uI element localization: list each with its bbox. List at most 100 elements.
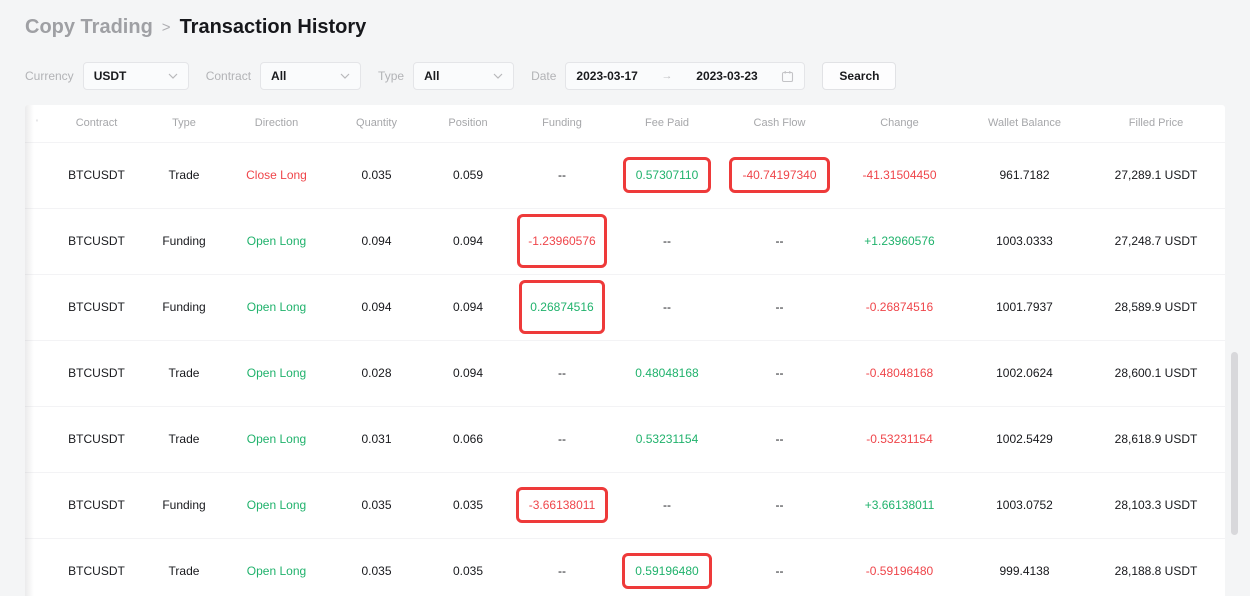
table-row: BTCUSDT Trade Open Long 0.035 0.035 -- 0.59196… — [25, 538, 1225, 596]
position-value: 0.094 — [452, 300, 484, 314]
type-value: Trade — [168, 366, 200, 380]
fee-paid-value-highlighted: 0.57307110 — [622, 157, 712, 193]
contract-select[interactable]: All — [260, 62, 362, 90]
col-quantity: Quantity — [356, 117, 397, 130]
cell-corner — [25, 208, 49, 274]
table-row: BTCUSDT Trade Open Long 0.028 0.094 -- 0.48048… — [25, 340, 1225, 406]
filled-price-value: 27,289.1 USDT — [1114, 168, 1198, 182]
col-fee-paid: Fee Paid — [644, 117, 690, 130]
cell-quantity: 0.094 — [329, 274, 424, 340]
cash-flow-value: -- — [775, 564, 784, 579]
funding-value-highlighted: 0.26874516 — [519, 280, 605, 334]
cell-filled-price: 28,618.9 USDT — [1087, 406, 1225, 472]
filled-price-value: 27,248.7 USDT — [1114, 234, 1198, 248]
cell-funding: -1.23960576 — [512, 208, 612, 274]
cash-flow-value: -- — [775, 498, 784, 512]
table-row: BTCUSDT Funding Open Long 0.094 0.094 0.26874… — [25, 274, 1225, 340]
cell-wallet-balance: 1002.0624 — [962, 340, 1087, 406]
cell-change: +3.66138011 — [837, 472, 962, 538]
cell-quantity: 0.094 — [329, 208, 424, 274]
col-cash-flow: Cash Flow — [753, 117, 806, 130]
wallet-balance-value: 961.7182 — [999, 168, 1050, 182]
vertical-scrollbar-thumb[interactable] — [1231, 352, 1238, 535]
cell-position: 0.094 — [424, 274, 512, 340]
cash-flow-value: -- — [775, 234, 784, 248]
date-to[interactable]: 2023-03-23 — [696, 69, 758, 83]
contract-value: BTCUSDT — [68, 234, 125, 248]
cell-filled-price: 28,103.3 USDT — [1087, 472, 1225, 538]
cell-wallet-balance: 961.7182 — [962, 142, 1087, 208]
cell-quantity: 0.031 — [329, 406, 424, 472]
change-value: +3.66138011 — [864, 498, 935, 512]
breadcrumb-separator: > — [161, 19, 171, 36]
date-from[interactable]: 2023-03-17 — [576, 69, 638, 83]
col-position: Position — [448, 117, 488, 130]
change-value: -0.48048168 — [865, 366, 934, 380]
type-label: Type — [378, 69, 405, 83]
cell-funding: -3.66138011 — [512, 472, 612, 538]
wallet-balance-value: 999.4138 — [999, 564, 1050, 579]
currency-value: USDT — [93, 69, 127, 83]
type-value: Funding — [162, 498, 206, 512]
cell-direction: Close Long — [224, 142, 329, 208]
quantity-value: 0.035 — [361, 564, 392, 579]
quantity-value: 0.035 — [361, 498, 392, 512]
cell-cash-flow: -- — [722, 538, 837, 596]
cell-cash-flow: -- — [722, 406, 837, 472]
cell-position: 0.066 — [424, 406, 512, 472]
cell-contract: BTCUSDT — [49, 406, 144, 472]
cell-fee-paid: 0.48048168 — [612, 340, 722, 406]
wallet-balance-value: 1002.5429 — [996, 432, 1053, 446]
position-value: 0.094 — [452, 366, 484, 380]
wallet-balance-value: 1003.0333 — [996, 234, 1053, 248]
cell-cash-flow: -- — [722, 208, 837, 274]
type-value: Trade — [168, 564, 200, 579]
table-row: BTCUSDT Funding Open Long 0.035 0.035 -3.6613… — [25, 472, 1225, 538]
col-wallet-balance: Wallet Balance — [988, 117, 1061, 130]
cell-filled-price: 27,248.7 USDT — [1087, 208, 1225, 274]
position-value: 0.035 — [452, 564, 484, 579]
cell-direction: Open Long — [224, 274, 329, 340]
cell-position: 0.035 — [424, 538, 512, 596]
contract-value: All — [271, 69, 287, 83]
cell-position: 0.094 — [424, 340, 512, 406]
type-value: Trade — [168, 432, 200, 446]
cell-quantity: 0.035 — [329, 472, 424, 538]
cell-type: Trade — [144, 340, 224, 406]
quantity-value: 0.035 — [361, 168, 392, 182]
date-range-arrow-icon: → — [661, 70, 673, 82]
transaction-table: ' Contract Type Direction Quantity Posit… — [25, 105, 1225, 596]
funding-value: -- — [558, 366, 566, 380]
col-filled-price: Filled Price — [1128, 117, 1184, 130]
quantity-value: 0.094 — [361, 234, 392, 248]
calendar-icon[interactable] — [781, 70, 794, 83]
date-label: Date — [531, 69, 557, 83]
cell-wallet-balance: 1002.5429 — [962, 406, 1087, 472]
cell-position: 0.094 — [424, 208, 512, 274]
cell-direction: Open Long — [224, 538, 329, 596]
cell-corner — [25, 406, 49, 472]
cell-contract: BTCUSDT — [49, 340, 144, 406]
cell-position: 0.059 — [424, 142, 512, 208]
date-range-picker[interactable]: 2023-03-17 → 2023-03-23 — [565, 62, 806, 90]
cell-cash-flow: -- — [722, 472, 837, 538]
cell-cash-flow: -- — [722, 274, 837, 340]
cell-fee-paid: 0.59196480 — [612, 538, 722, 596]
chevron-down-icon — [168, 73, 178, 79]
funding-value: -- — [558, 564, 566, 579]
cell-wallet-balance: 1003.0333 — [962, 208, 1087, 274]
filled-price-value: 28,618.9 USDT — [1114, 432, 1198, 446]
filled-price-value: 28,103.3 USDT — [1114, 498, 1198, 512]
direction-value: Open Long — [246, 564, 307, 579]
currency-select[interactable]: USDT — [82, 62, 189, 90]
type-select[interactable]: All — [413, 62, 515, 90]
cell-change: -41.31504450 — [837, 142, 962, 208]
cell-filled-price: 28,600.1 USDT — [1087, 340, 1225, 406]
breadcrumb-copy-trading[interactable]: Copy Trading — [25, 16, 153, 38]
quantity-value: 0.028 — [361, 366, 392, 380]
contract-value: BTCUSDT — [68, 564, 125, 579]
change-value: +1.23960576 — [864, 234, 935, 248]
search-button[interactable]: Search — [822, 62, 897, 90]
wallet-balance-value: 1001.7937 — [996, 300, 1053, 314]
position-value: 0.035 — [452, 498, 484, 512]
